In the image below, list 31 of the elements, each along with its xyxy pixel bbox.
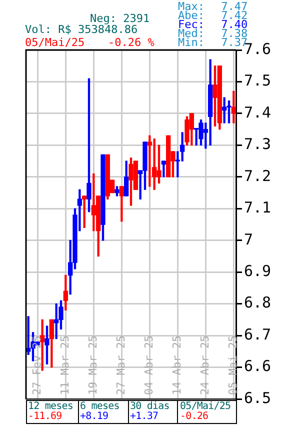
- y-tick-label: 7.5: [244, 72, 272, 90]
- y-tick-label: 6.6: [244, 357, 272, 376]
- text: Neg: 2391: [90, 12, 150, 25]
- text: 05/Mai/25: [180, 401, 231, 412]
- text: -0.26 %: [108, 36, 154, 49]
- text: 12 meses: [28, 401, 73, 412]
- text: 05/Mai/25: [25, 36, 85, 49]
- text: Min: 7.37: [178, 36, 248, 49]
- y-tick-label: 7.1: [244, 198, 272, 217]
- y-tick-label: 7: [244, 230, 254, 248]
- y-tick-label: 7.2: [244, 166, 272, 185]
- y-tick-label: 6.5: [244, 388, 272, 407]
- text: +8.19: [80, 411, 108, 422]
- text: Vol: R$ 353848.86: [25, 23, 138, 36]
- x-tick-label: 24 Abr 25: [198, 335, 212, 395]
- text: 30 dias: [130, 401, 170, 412]
- x-tick-label: 19 Mar 25: [86, 335, 100, 395]
- x-tick-label: 04 Abr 25: [142, 335, 156, 395]
- y-tick-label: 6.7: [244, 325, 272, 344]
- y-tick-label: 6.9: [244, 262, 272, 280]
- text: 6 meses: [80, 401, 120, 412]
- y-tick-label: 7.4: [244, 103, 272, 122]
- text: -0.26: [180, 411, 208, 422]
- y-tick-label: 6.8: [244, 294, 272, 312]
- text: +1.37: [130, 411, 158, 422]
- x-tick-label: 27 Fev 25: [30, 335, 44, 395]
- text: -11.69: [28, 411, 62, 422]
- x-tick-label: 14 Abr 25: [170, 335, 184, 395]
- y-tick-label: 7.3: [244, 135, 272, 154]
- x-tick-label: 27 Mar 25: [114, 335, 128, 395]
- x-tick-label: 11 Mar 25: [58, 335, 72, 395]
